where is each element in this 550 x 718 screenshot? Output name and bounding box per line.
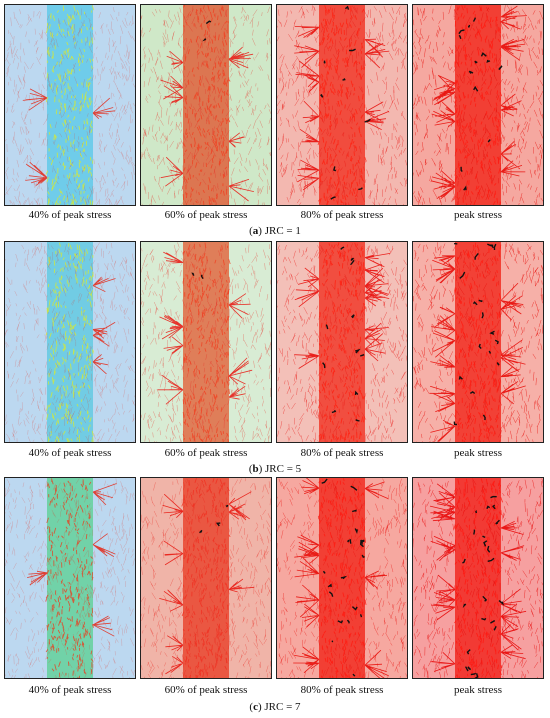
panel-b-3 [276, 241, 408, 443]
crack-map-b-1 [5, 242, 135, 442]
crack-map-b-2 [141, 242, 271, 442]
group-text-b: ) JRC = 5 [258, 463, 302, 475]
crack-map-a-1 [5, 5, 135, 205]
group-text-a: ) JRC = 1 [258, 225, 301, 237]
group-letter-b: b [252, 463, 259, 475]
caption-a-3: 80% of peak stress [300, 209, 384, 221]
panel-b-1 [4, 241, 136, 443]
caption-b-2: 60% of peak stress [164, 447, 248, 459]
caption-c-1: 40% of peak stress [28, 684, 112, 696]
panel-a-3 [276, 4, 408, 206]
caption-a-2: 60% of peak stress [164, 209, 248, 221]
crack-map-b-3 [277, 242, 407, 442]
group-letter-a: a [252, 225, 259, 237]
caption-c-3: 80% of peak stress [300, 684, 384, 696]
crack-map-c-1 [5, 478, 135, 678]
panel-c-3 [276, 477, 408, 679]
caption-a-1: 40% of peak stress [28, 209, 112, 221]
group-label-a: (a) JRC = 1 [249, 225, 301, 237]
panel-b-2 [140, 241, 272, 443]
panel-a-2 [140, 4, 272, 206]
crack-map-c-2 [141, 478, 271, 678]
crack-map-b-4 [413, 242, 543, 442]
caption-b-4: peak stress [454, 447, 502, 459]
group-label-b: (b) JRC = 5 [248, 463, 302, 475]
group-letter-c: c [253, 701, 258, 713]
panel-c-4 [412, 477, 544, 679]
caption-c-2: 60% of peak stress [164, 684, 248, 696]
crack-map-a-3 [277, 5, 407, 205]
caption-a-4: peak stress [454, 209, 502, 221]
panel-a-4 [412, 4, 544, 206]
caption-c-4: peak stress [454, 684, 502, 696]
group-label-c: (c) JRC = 7 [249, 701, 301, 713]
crack-map-c-3 [277, 478, 407, 678]
caption-b-3: 80% of peak stress [300, 447, 384, 459]
crack-map-a-2 [141, 5, 271, 205]
caption-b-1: 40% of peak stress [28, 447, 112, 459]
crack-map-a-4 [413, 5, 543, 205]
group-text-c: ) JRC = 7 [257, 701, 301, 713]
crack-map-c-4 [413, 478, 543, 678]
panel-b-4 [412, 241, 544, 443]
panel-c-2 [140, 477, 272, 679]
panel-c-1 [4, 477, 136, 679]
panel-a-1 [4, 4, 136, 206]
